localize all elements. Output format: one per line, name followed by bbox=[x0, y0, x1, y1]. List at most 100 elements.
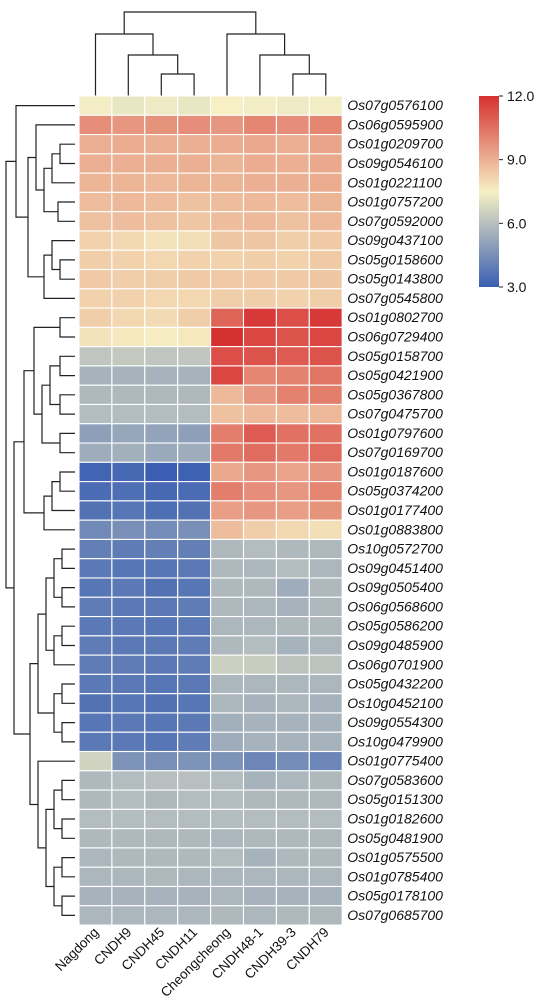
heatmap-cell bbox=[308, 789, 343, 810]
heatmap-cell bbox=[144, 346, 179, 367]
heatmap-cell bbox=[308, 288, 343, 309]
row-label: Os01g0221100 bbox=[347, 174, 442, 190]
heatmap-cell bbox=[275, 461, 310, 483]
heatmap-cell bbox=[111, 654, 146, 675]
heatmap-cell bbox=[210, 307, 245, 328]
heatmap-cell bbox=[275, 500, 310, 521]
heatmap-cell bbox=[78, 635, 113, 656]
row-label: Os05g0158700 bbox=[347, 348, 443, 364]
row-label: Os01g0209700 bbox=[347, 136, 443, 152]
heatmap-cell bbox=[177, 577, 212, 598]
heatmap-cell bbox=[308, 95, 343, 116]
dendrogram-branch bbox=[43, 495, 75, 531]
heatmap-cell bbox=[308, 712, 343, 733]
heatmap-cell bbox=[210, 828, 245, 849]
heatmap-cell bbox=[242, 423, 277, 444]
heatmap-cell bbox=[275, 326, 310, 348]
heatmap-cell bbox=[177, 461, 212, 483]
heatmap-cell bbox=[111, 134, 146, 155]
row-label: Os05g0143800 bbox=[347, 271, 443, 287]
heatmap-cell bbox=[144, 442, 179, 463]
heatmap-cell bbox=[78, 114, 113, 136]
heatmap-cell bbox=[177, 866, 212, 888]
dendrogram-branch bbox=[51, 481, 75, 512]
heatmap-cell bbox=[275, 808, 310, 830]
row-labels: Os07g0576100 Os06g0595900 Os01g0209700 Os09… bbox=[347, 97, 443, 923]
heatmap-cell bbox=[144, 750, 179, 772]
heatmap-cell bbox=[308, 866, 343, 888]
dendrogram-branch bbox=[35, 124, 75, 191]
heatmap-cell bbox=[177, 134, 212, 155]
row-label: Os01g0883800 bbox=[347, 521, 443, 537]
heatmap-cells bbox=[78, 95, 343, 926]
heatmap-cell bbox=[242, 789, 277, 810]
heatmap-cell bbox=[111, 230, 146, 251]
dendrogram-branch bbox=[45, 577, 54, 651]
colorbar-gradient bbox=[479, 96, 499, 287]
heatmap-cell bbox=[308, 172, 343, 193]
dendrogram-branch bbox=[57, 201, 75, 222]
heatmap-cell bbox=[177, 731, 212, 753]
heatmap-cell bbox=[144, 307, 179, 328]
heatmap-cell bbox=[111, 731, 146, 753]
heatmap-cell bbox=[242, 828, 277, 849]
heatmap-cell bbox=[177, 481, 212, 502]
heatmap-cell bbox=[210, 673, 245, 695]
heatmap-cell bbox=[177, 673, 212, 695]
dendrogram-branch bbox=[53, 789, 62, 830]
heatmap-cell bbox=[275, 538, 310, 560]
heatmap-cell bbox=[78, 211, 113, 232]
heatmap-cell bbox=[242, 191, 277, 213]
heatmap-cell bbox=[78, 538, 113, 560]
dendrogram-branch bbox=[43, 167, 58, 213]
heatmap-cell bbox=[308, 307, 343, 328]
heatmap-cell bbox=[210, 635, 245, 656]
heatmap-cell bbox=[177, 789, 212, 810]
heatmap-cell bbox=[78, 770, 113, 791]
heatmap-cell bbox=[242, 693, 277, 714]
heatmap-cell bbox=[78, 500, 113, 521]
row-label: Os01g0182600 bbox=[347, 811, 443, 827]
heatmap-cell bbox=[308, 750, 343, 772]
heatmap-cell bbox=[275, 654, 310, 675]
heatmap-cell bbox=[144, 95, 179, 116]
row-label: Os05g0481900 bbox=[347, 830, 443, 846]
heatmap-cell bbox=[78, 423, 113, 444]
heatmap-cell bbox=[210, 114, 245, 136]
heatmap-cell bbox=[275, 423, 310, 444]
heatmap-cell bbox=[210, 95, 245, 116]
heatmap-cell bbox=[275, 770, 310, 791]
heatmap-cell bbox=[242, 403, 277, 425]
dendrogram-branch bbox=[59, 471, 75, 492]
heatmap-cell bbox=[242, 654, 277, 675]
heatmap-cell bbox=[210, 538, 245, 560]
heatmap-cell bbox=[144, 885, 179, 907]
heatmap-cell bbox=[275, 635, 310, 656]
heatmap-cell bbox=[78, 481, 113, 502]
row-label: Os01g0802700 bbox=[347, 309, 443, 325]
heatmap-cell bbox=[210, 403, 245, 425]
heatmap-cell bbox=[78, 596, 113, 618]
heatmap-cell bbox=[275, 828, 310, 849]
row-label: Os01g0757200 bbox=[347, 194, 443, 210]
heatmap-cell bbox=[78, 191, 113, 213]
heatmap-cell bbox=[177, 616, 212, 637]
heatmap-cell bbox=[111, 577, 146, 598]
heatmap-cell bbox=[177, 500, 212, 521]
heatmap-cell bbox=[111, 616, 146, 637]
heatmap-cell bbox=[275, 596, 310, 618]
heatmap-cell bbox=[210, 423, 245, 444]
heatmap-cell bbox=[111, 712, 146, 733]
heatmap-cell bbox=[308, 268, 343, 290]
heatmap-cell bbox=[111, 538, 146, 560]
heatmap-cell bbox=[210, 519, 245, 540]
heatmap-cell bbox=[111, 249, 146, 271]
heatmap-cell bbox=[144, 268, 179, 290]
heatmap-cell bbox=[308, 403, 343, 425]
dendrogram-branch bbox=[59, 259, 75, 280]
heatmap-cell bbox=[242, 750, 277, 772]
heatmap-cell bbox=[308, 384, 343, 406]
heatmap-cell bbox=[308, 828, 343, 849]
heatmap-cell bbox=[308, 673, 343, 695]
